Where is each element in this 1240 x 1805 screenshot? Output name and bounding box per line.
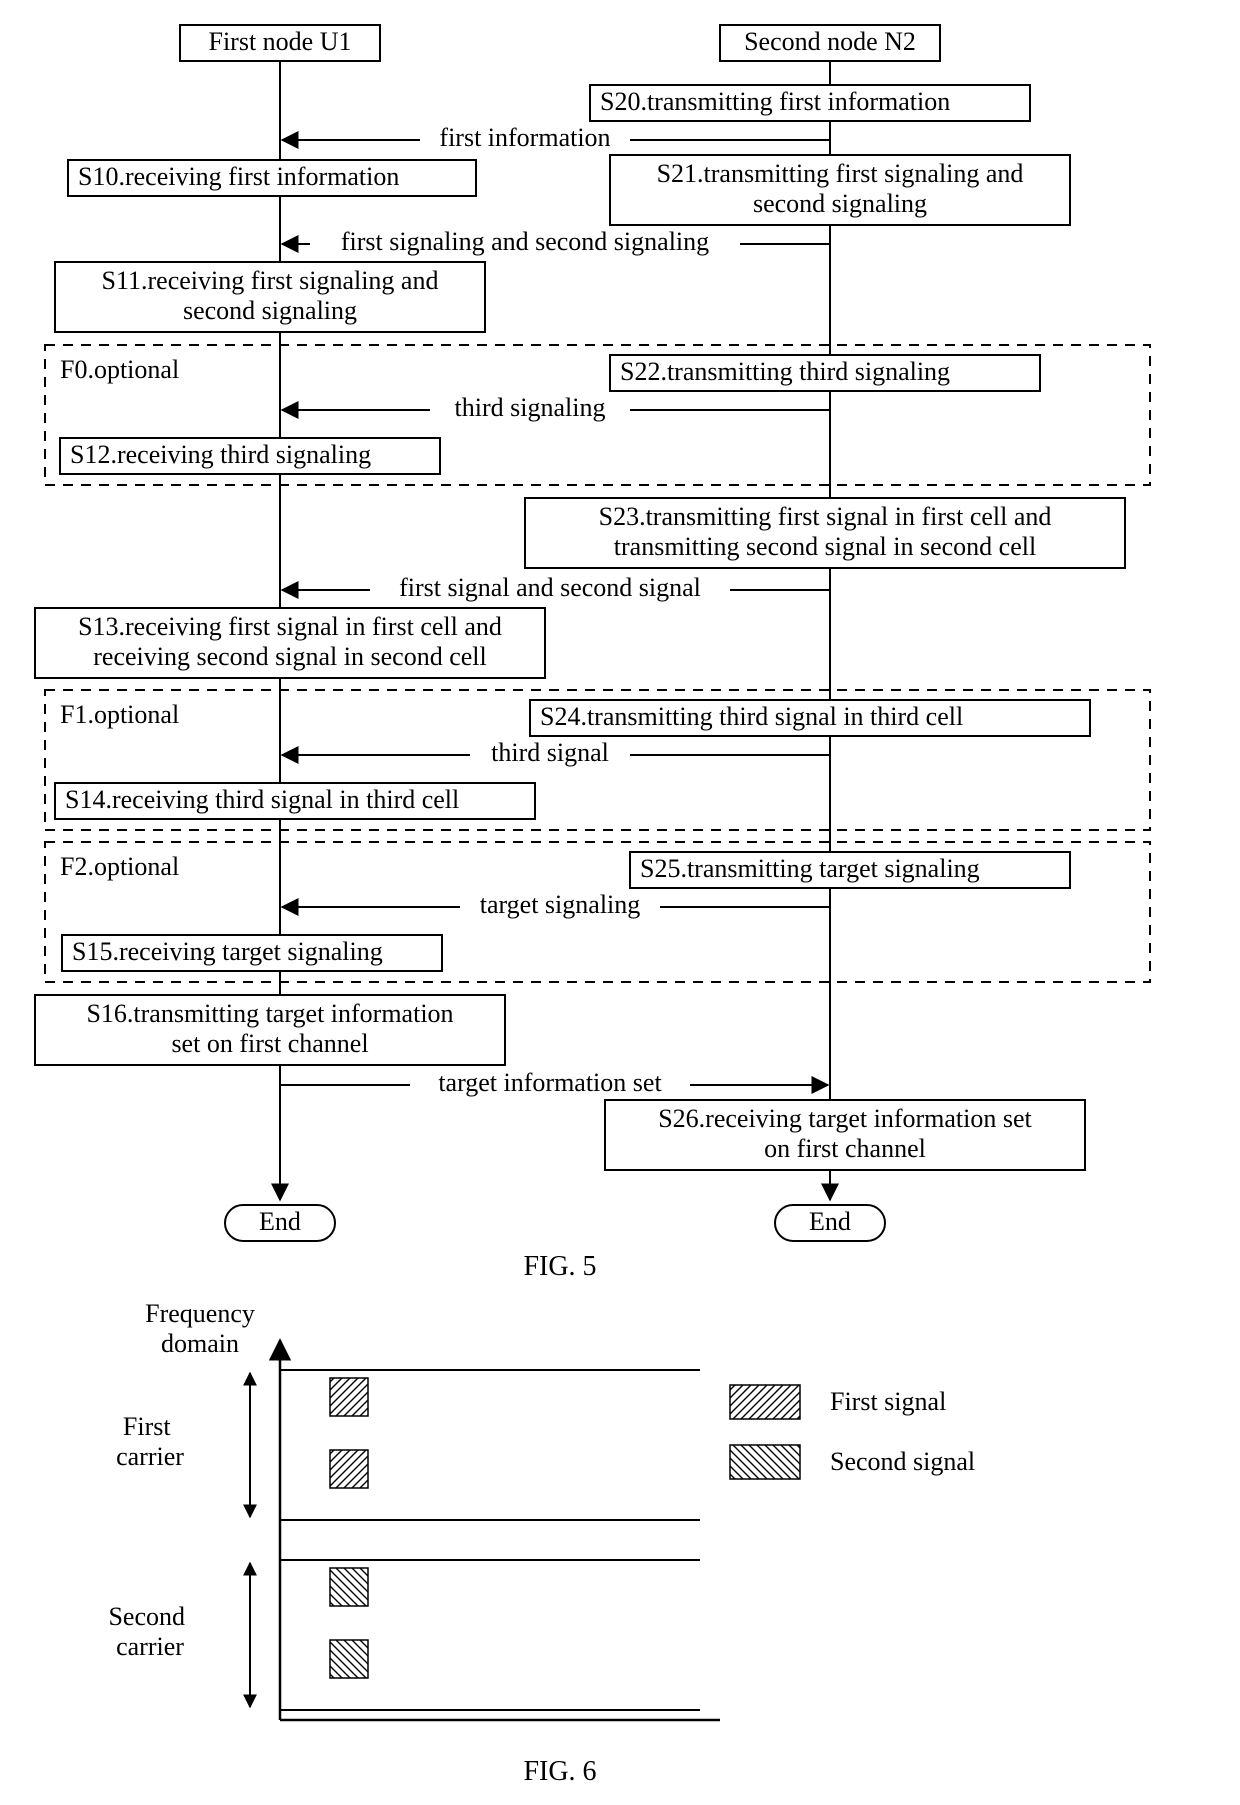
f2-label: F2.optional	[60, 852, 179, 881]
msg4-label: first signal and second signal	[399, 573, 701, 602]
s13-l1: S13.receiving first signal in first cell…	[78, 612, 502, 641]
s20-label: S20.transmitting first information	[600, 87, 950, 116]
legend-second-label: Second signal	[830, 1447, 975, 1476]
msg2-label: first signaling and second signaling	[341, 227, 709, 256]
node-n2-label: Second node N2	[744, 27, 916, 56]
box-s22: S22.transmitting third signaling	[610, 355, 1040, 391]
node-u1-label: First node U1	[209, 27, 352, 56]
legend-second-swatch	[730, 1445, 800, 1479]
s22-label: S22.transmitting third signaling	[620, 357, 950, 386]
s13-l2: receiving second signal in second cell	[93, 642, 486, 671]
box-s12: S12.receiving third signaling	[60, 438, 440, 474]
box-s14: S14.receiving third signal in third cell	[55, 783, 535, 819]
s21-l2: second signaling	[753, 189, 927, 218]
end-n2: End	[775, 1205, 885, 1241]
s16-l1: S16.transmitting target information	[86, 999, 453, 1028]
f1-label: F1.optional	[60, 700, 179, 729]
s25-label: S25.transmitting target signaling	[640, 854, 980, 883]
s24-label: S24.transmitting third signal in third c…	[540, 702, 963, 731]
box-s26: S26.receiving target information set on …	[605, 1100, 1085, 1170]
box-s13: S13.receiving first signal in first cell…	[35, 608, 545, 678]
fig6-second-signal-a	[330, 1568, 368, 1606]
fig6-first-signal-b	[330, 1450, 368, 1488]
box-s16: S16.transmitting target information set …	[35, 995, 505, 1065]
box-s23: S23.transmitting first signal in first c…	[525, 498, 1125, 568]
box-s25: S25.transmitting target signaling	[630, 852, 1070, 888]
s14-label: S14.receiving third signal in third cell	[65, 785, 459, 814]
fig6-first-carrier-label: First carrier	[116, 1412, 184, 1471]
box-s10: S10.receiving first information	[68, 160, 476, 196]
fig6-ylabel-1: Frequency	[145, 1299, 255, 1328]
s26-l1: S26.receiving target information set	[658, 1104, 1032, 1133]
s11-l1: S11.receiving first signaling and	[102, 266, 439, 295]
s26-l2: on first channel	[764, 1134, 926, 1163]
legend-first-swatch	[730, 1385, 800, 1419]
box-s15: S15.receiving target signaling	[62, 935, 442, 971]
box-s20: S20.transmitting first information	[590, 85, 1030, 121]
end-u1: End	[225, 1205, 335, 1241]
box-s11: S11.receiving first signaling and second…	[55, 262, 485, 332]
node-u1: First node U1	[180, 25, 380, 61]
msg1-label: first information	[439, 123, 610, 152]
end-u1-label: End	[259, 1207, 301, 1236]
end-n2-label: End	[809, 1207, 851, 1236]
s12-label: S12.receiving third signaling	[70, 440, 371, 469]
s23-l1: S23.transmitting first signal in first c…	[599, 502, 1052, 531]
msg6-label: target signaling	[480, 890, 641, 919]
s16-l2: set on first channel	[171, 1029, 368, 1058]
fig6-caption: FIG. 6	[523, 1756, 596, 1787]
diagram-canvas: First node U1 Second node N2 S20.transmi…	[0, 0, 1240, 1805]
node-n2: Second node N2	[720, 25, 940, 61]
fig6-second-carrier-label: Second carrier	[108, 1602, 191, 1661]
box-s21: S21.transmitting first signaling and sec…	[610, 155, 1070, 225]
msg3-label: third signaling	[455, 393, 606, 422]
box-s24: S24.transmitting third signal in third c…	[530, 700, 1090, 736]
f0-label: F0.optional	[60, 355, 179, 384]
fig6-second-signal-b	[330, 1640, 368, 1678]
msg7-label: target information set	[438, 1068, 662, 1097]
msg5-label: third signal	[491, 738, 609, 767]
s11-l2: second signaling	[183, 296, 357, 325]
fig5-caption: FIG. 5	[523, 1251, 596, 1282]
fig6-ylabel-2: domain	[161, 1329, 239, 1358]
s23-l2: transmitting second signal in second cel…	[614, 532, 1036, 561]
legend-first-label: First signal	[830, 1387, 946, 1416]
s15-label: S15.receiving target signaling	[72, 937, 383, 966]
s21-l1: S21.transmitting first signaling and	[657, 159, 1024, 188]
fig6-first-signal-a	[330, 1378, 368, 1416]
s10-label: S10.receiving first information	[78, 162, 399, 191]
